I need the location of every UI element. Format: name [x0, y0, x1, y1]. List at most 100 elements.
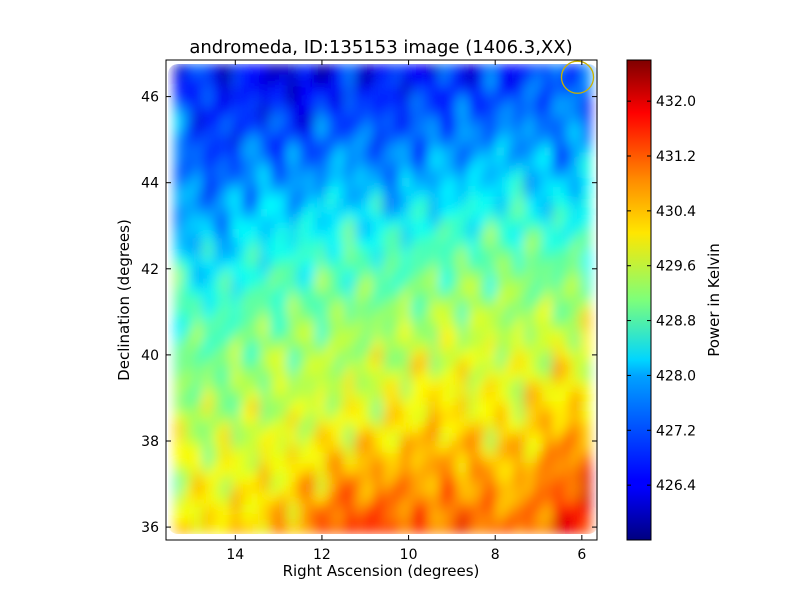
- heatmap-cell: [344, 74, 355, 86]
- heatmap-cell: [315, 104, 327, 116]
- heatmap-cell: [287, 278, 299, 290]
- heatmap-cell: [249, 135, 261, 147]
- heatmap-cell: [372, 502, 384, 514]
- heatmap-cell: [315, 492, 327, 504]
- heatmap-cell: [419, 298, 431, 310]
- heatmap-cell: [571, 114, 582, 127]
- heatmap-cell: [306, 329, 317, 341]
- heatmap-cell: [363, 318, 374, 331]
- heatmap-cell: [306, 410, 317, 422]
- heatmap-cell: [372, 329, 384, 341]
- heatmap-cell: [467, 369, 478, 382]
- heatmap-cell: [306, 165, 317, 178]
- heatmap-cell: [278, 114, 289, 127]
- heatmap-cell: [495, 104, 506, 116]
- heatmap-cell: [561, 492, 573, 504]
- heatmap-cell: [561, 257, 573, 269]
- heatmap-cell: [495, 64, 506, 76]
- heatmap-cell: [382, 74, 393, 86]
- heatmap-cell: [268, 206, 280, 218]
- heatmap-cell: [278, 359, 289, 371]
- heatmap-cell: [372, 349, 384, 361]
- heatmap-cell: [523, 227, 535, 239]
- heatmap-cell: [315, 400, 327, 412]
- heatmap-cell: [580, 492, 592, 504]
- heatmap-cell: [183, 482, 195, 494]
- heatmap-cell: [372, 155, 384, 167]
- heatmap-cell: [476, 431, 488, 443]
- heatmap-cell: [230, 390, 242, 402]
- colorbar-label: Power in Kelvin: [705, 243, 723, 357]
- heatmap-cell: [230, 400, 242, 412]
- heatmap-cell: [306, 502, 317, 514]
- heatmap-cell: [580, 482, 592, 494]
- heatmap-cell: [183, 451, 195, 463]
- heatmap-cell: [419, 390, 431, 402]
- heatmap-cell: [514, 196, 525, 208]
- heatmap-cell: [476, 298, 488, 310]
- heatmap-cell: [325, 451, 336, 463]
- beam-circle: [560, 60, 595, 94]
- heatmap-cell: [514, 227, 525, 239]
- heatmap-cell: [552, 125, 563, 137]
- heatmap-cell: [552, 512, 563, 524]
- heatmap-cell: [363, 482, 374, 494]
- heatmap-cell: [315, 522, 327, 534]
- heatmap-cell: [391, 206, 402, 218]
- heatmap-cell: [372, 257, 384, 269]
- heatmap-cell: [533, 114, 544, 127]
- heatmap-cell: [372, 237, 384, 249]
- heatmap-cell: [382, 502, 393, 514]
- heatmap-cell: [344, 451, 355, 463]
- heatmap-cell: [523, 451, 535, 463]
- heatmap-cell: [476, 176, 488, 188]
- heatmap-cell: [457, 74, 469, 86]
- heatmap-cell: [457, 64, 469, 76]
- heatmap-cell: [325, 114, 336, 127]
- heatmap-cell: [476, 247, 488, 259]
- heatmap-cell: [476, 512, 488, 524]
- heatmap-cell: [287, 104, 299, 116]
- heatmap-cell: [514, 471, 525, 484]
- heatmap-cell: [353, 482, 365, 494]
- heatmap-cell: [476, 237, 488, 249]
- heatmap-cell: [486, 257, 497, 269]
- heatmap-cell: [514, 74, 525, 86]
- heatmap-cell: [410, 165, 421, 178]
- heatmap-cell: [486, 104, 497, 116]
- heatmap-cell: [552, 318, 563, 331]
- heatmap-cell: [325, 461, 336, 473]
- heatmap-cell: [457, 400, 469, 412]
- heatmap-cell: [467, 206, 478, 218]
- heatmap-cell: [457, 431, 469, 443]
- heatmap-cell: [533, 247, 544, 259]
- heatmap-cell: [353, 339, 365, 351]
- heatmap-cell: [278, 318, 289, 331]
- heatmap-cell: [297, 104, 308, 116]
- heatmap-cell: [467, 318, 478, 331]
- heatmap-cell: [268, 257, 280, 269]
- heatmap-cell: [297, 369, 308, 382]
- heatmap-cell: [542, 410, 554, 422]
- heatmap-cell: [249, 186, 261, 198]
- heatmap-cell: [523, 298, 535, 310]
- heatmap-cell: [467, 482, 478, 494]
- heatmap-cell: [259, 369, 270, 382]
- heatmap-cell: [334, 420, 346, 433]
- heatmap-cell: [334, 451, 346, 463]
- heatmap-cell: [561, 441, 573, 453]
- heatmap-cell: [476, 308, 488, 320]
- heatmap-cell: [495, 461, 506, 473]
- heatmap-cell: [240, 400, 251, 412]
- heatmap-cell: [523, 278, 535, 290]
- heatmap-cell: [183, 471, 195, 484]
- heatmap-cell: [476, 125, 488, 137]
- heatmap-cell: [391, 359, 402, 371]
- heatmap-cell: [419, 206, 431, 218]
- heatmap-cell: [306, 64, 317, 76]
- heatmap-cell: [297, 145, 308, 157]
- heatmap-cell: [240, 155, 251, 167]
- heatmap-cell: [211, 308, 223, 320]
- heatmap-cell: [571, 349, 582, 361]
